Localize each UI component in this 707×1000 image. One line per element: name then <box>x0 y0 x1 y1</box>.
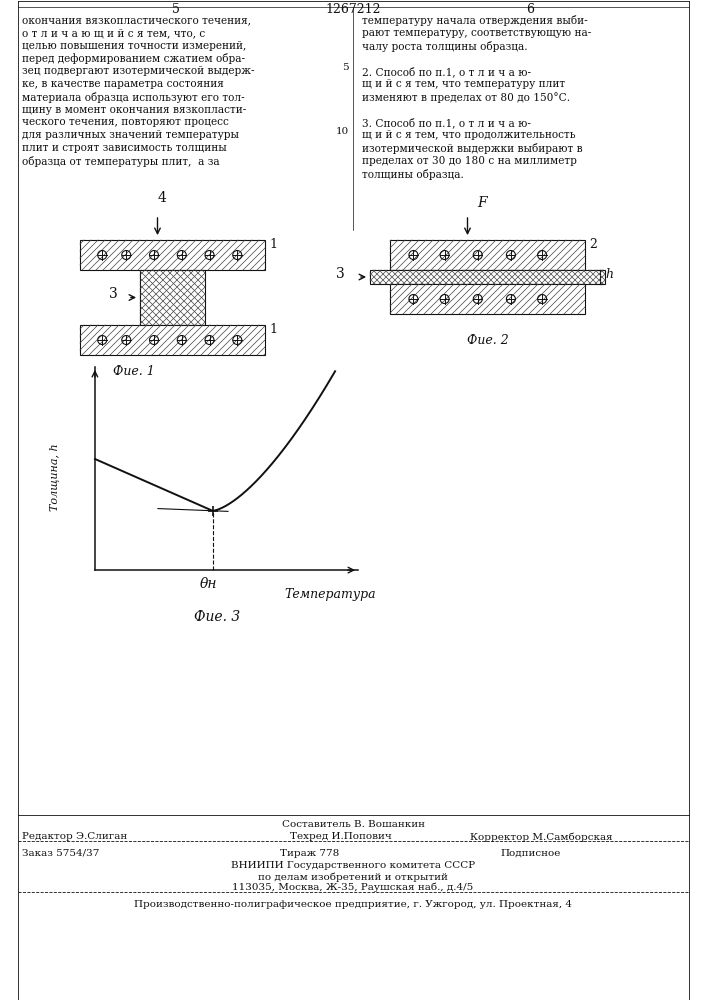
Text: Тираж 778: Тираж 778 <box>281 849 339 858</box>
Text: 10: 10 <box>336 127 349 136</box>
Text: Составитель В. Вошанкин: Составитель В. Вошанкин <box>281 820 424 829</box>
Text: 3: 3 <box>337 267 345 281</box>
Text: о т л и ч а ю щ и й с я тем, что, с: о т л и ч а ю щ и й с я тем, что, с <box>22 28 205 38</box>
Text: Производственно-полиграфическое предприятие, г. Ужгород, ул. Проектная, 4: Производственно-полиграфическое предприя… <box>134 900 572 909</box>
Text: щ и й с я тем, что температуру плит: щ и й с я тем, что температуру плит <box>362 79 565 89</box>
Text: перед деформированием сжатием обра-: перед деформированием сжатием обра- <box>22 53 245 64</box>
Text: 1: 1 <box>269 323 277 336</box>
Text: пределах от 30 до 180 с на миллиметр: пределах от 30 до 180 с на миллиметр <box>362 156 577 166</box>
Text: для различных значений температуры: для различных значений температуры <box>22 130 239 140</box>
Text: Фие. 3: Фие. 3 <box>194 610 240 624</box>
Text: 5: 5 <box>342 63 349 72</box>
Bar <box>390 240 585 270</box>
Text: ке, в качестве параметра состояния: ке, в качестве параметра состояния <box>22 79 224 89</box>
Text: Фие. 2: Фие. 2 <box>467 334 508 347</box>
Text: плит и строят зависимость толщины: плит и строят зависимость толщины <box>22 143 227 153</box>
Text: Техред И.Попович: Техред И.Попович <box>290 832 392 841</box>
Text: Заказ 5754/37: Заказ 5754/37 <box>22 849 100 858</box>
Text: 113035, Москва, Ж-35, Раушская наб., д.4/5: 113035, Москва, Ж-35, Раушская наб., д.4… <box>233 883 474 892</box>
Bar <box>80 325 265 355</box>
Text: Фие. 1: Фие. 1 <box>113 365 155 378</box>
Text: щ и й с я тем, что продолжительность: щ и й с я тем, что продолжительность <box>362 130 575 140</box>
Text: Редактор Э.Слиган: Редактор Э.Слиган <box>22 832 127 841</box>
Text: 2: 2 <box>589 238 597 251</box>
Text: 1: 1 <box>269 238 277 251</box>
Text: 6: 6 <box>526 3 534 16</box>
Text: ческого течения, повторяют процесс: ческого течения, повторяют процесс <box>22 117 229 127</box>
Text: материала образца используют его тол-: материала образца используют его тол- <box>22 92 245 103</box>
Text: Толщина, h: Толщина, h <box>50 444 60 511</box>
Text: щину в момент окончания вязкопласти-: щину в момент окончания вязкопласти- <box>22 105 246 115</box>
Text: Подписное: Подписное <box>500 849 561 858</box>
Text: рают температуру, соответствующую на-: рают температуру, соответствующую на- <box>362 28 591 38</box>
Text: h: h <box>605 267 613 280</box>
Text: 1267212: 1267212 <box>325 3 381 16</box>
Text: окончания вязкопластического течения,: окончания вязкопластического течения, <box>22 15 251 25</box>
Text: целью повышения точности измерений,: целью повышения точности измерений, <box>22 41 246 51</box>
Text: 5: 5 <box>172 3 180 16</box>
Bar <box>140 270 205 325</box>
Text: толщины образца.: толщины образца. <box>362 169 464 180</box>
Text: чалу роста толщины образца.: чалу роста толщины образца. <box>362 41 527 52</box>
Text: температуру начала отверждения выби-: температуру начала отверждения выби- <box>362 15 588 26</box>
Bar <box>370 270 605 284</box>
Text: 3. Способ по п.1, о т л и ч а ю-: 3. Способ по п.1, о т л и ч а ю- <box>362 117 531 128</box>
Text: ВНИИПИ Государственного комитета СССР: ВНИИПИ Государственного комитета СССР <box>231 861 475 870</box>
Text: изотермической выдержки выбирают в: изотермической выдержки выбирают в <box>362 143 583 154</box>
Text: F: F <box>477 196 487 210</box>
Text: по делам изобретений и открытий: по делам изобретений и открытий <box>258 872 448 882</box>
Text: θн: θн <box>200 577 218 591</box>
Text: 3: 3 <box>110 286 118 300</box>
Text: Корректор М.Самборская: Корректор М.Самборская <box>470 832 613 842</box>
Text: зец подвергают изотермической выдерж-: зец подвергают изотермической выдерж- <box>22 66 255 76</box>
Text: образца от температуры плит,  а за: образца от температуры плит, а за <box>22 156 220 167</box>
Text: изменяют в пределах от 80 до 150°С.: изменяют в пределах от 80 до 150°С. <box>362 92 570 103</box>
Text: 4: 4 <box>158 191 167 205</box>
Bar <box>390 284 585 314</box>
Bar <box>80 240 265 270</box>
Text: 2. Способ по п.1, о т л и ч а ю-: 2. Способ по п.1, о т л и ч а ю- <box>362 66 531 77</box>
Text: Температура: Температура <box>284 588 376 601</box>
